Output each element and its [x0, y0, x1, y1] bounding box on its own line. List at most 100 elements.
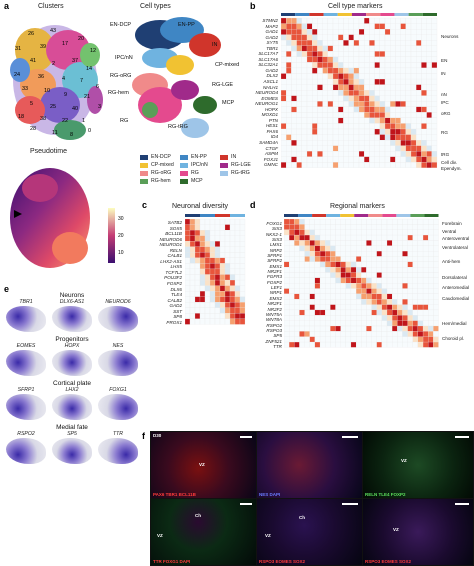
heatmap-cell [412, 256, 419, 262]
heatmap-cell [350, 277, 357, 284]
heatmap-cell [286, 139, 292, 146]
heatmap-cell [358, 117, 365, 124]
heatmap-cell [306, 84, 313, 91]
heatmap-cell [199, 235, 206, 242]
heatmap-cell [376, 272, 382, 278]
heatmap-cell [319, 336, 326, 343]
heatmap-cell [322, 23, 328, 30]
heatmap-cell [338, 128, 344, 135]
heatmap-cell [355, 277, 362, 284]
celltype-color-band [354, 214, 369, 217]
heatmap-cell [405, 23, 412, 30]
heatmap-cell [332, 151, 339, 157]
heatmap-cell [317, 67, 323, 74]
heatmap-cell [291, 51, 297, 57]
scale-bar [240, 503, 252, 505]
heatmap-cell [428, 272, 434, 278]
heatmap-cell [340, 288, 346, 295]
heatmap-cell [353, 139, 360, 146]
heatmap-cell [312, 106, 318, 113]
heatmap-cell [407, 240, 413, 246]
heatmap-cell [395, 29, 401, 35]
heatmap-cell [340, 256, 346, 262]
celltype-color-band [323, 13, 338, 16]
heatmap-cell [239, 291, 246, 297]
heatmap-cell [319, 267, 326, 273]
heatmap-cell [426, 117, 432, 124]
heatmap-cell [234, 268, 241, 275]
heatmap-cell [421, 117, 427, 124]
heatmap-cell [400, 145, 406, 152]
heatmap-cell [371, 267, 377, 273]
heatmap-cell [317, 73, 323, 80]
heatmap-cell [281, 73, 287, 80]
feature-gene-label: FOXG1 [109, 387, 127, 393]
heatmap-cell [301, 56, 308, 63]
feature-gene-label: TTR [112, 431, 124, 437]
heatmap-cell [289, 272, 295, 278]
legend-label: IN [231, 154, 237, 160]
heatmap-cell [384, 151, 391, 157]
heatmap-cell [204, 246, 211, 253]
heatmap-cell [312, 162, 318, 168]
heatmap-cell [322, 106, 328, 113]
heatmap-cell [286, 45, 292, 52]
heatmap-cell [286, 73, 292, 80]
heatmap-cell [309, 267, 316, 273]
cluster-label: 18 [18, 114, 24, 120]
feature-umap [98, 350, 138, 376]
legend-swatch [180, 178, 188, 184]
heatmap-cell [296, 78, 302, 85]
heatmap-cell [194, 224, 201, 231]
heatmap-cell [234, 291, 241, 297]
heatmap-cell [214, 318, 221, 325]
heatmap-cell [185, 246, 191, 253]
heatmap-cell [369, 151, 375, 157]
heatmap-cell [416, 56, 422, 63]
heatmap-cell [412, 315, 419, 321]
heatmap-cell [332, 45, 339, 52]
heatmap-cell [284, 240, 290, 246]
heatmap-cell [224, 313, 231, 319]
heatmap-cell [294, 277, 300, 284]
heatmap-cell [284, 229, 290, 236]
heatmap-cell [306, 51, 313, 57]
heatmap-cell [314, 331, 321, 337]
heatmap-cell [390, 151, 396, 157]
feature-plot: HOPX [50, 343, 94, 377]
heatmap-cell [314, 283, 321, 289]
heatmap-cell [291, 156, 297, 163]
category-label: Anteroventral [442, 236, 470, 241]
heatmap-cell [405, 17, 412, 24]
heatmap-cell [395, 51, 401, 57]
heatmap-cell [379, 117, 386, 124]
legend-label: RG-LGE [231, 162, 251, 168]
heatmap-cell [407, 299, 413, 305]
heatmap-cell [431, 17, 438, 24]
heatmap-cell [314, 245, 321, 252]
gene-label: SIX3 [272, 237, 282, 243]
heatmap-cell [299, 240, 305, 246]
celltype-color-band [408, 13, 423, 16]
heatmap-cell [224, 263, 231, 270]
heatmap-cell [350, 240, 357, 246]
heatmap-cell [335, 309, 341, 316]
heatmap-cell [317, 84, 323, 91]
heatmap-cell [338, 106, 344, 113]
heatmap-cell [199, 263, 206, 270]
heatmap-cell [296, 151, 302, 157]
heatmap-cell [384, 117, 391, 124]
heatmap-cell [304, 277, 310, 284]
heatmap-cell [348, 145, 354, 152]
heatmap-cell [239, 296, 246, 303]
heatmap-cell [358, 84, 365, 91]
gene-label: SFRP1 [267, 253, 282, 259]
heatmap-cell [384, 34, 391, 41]
heatmap-cell [284, 331, 290, 337]
heatmap-cell [400, 90, 406, 96]
heatmap-cell [348, 101, 354, 107]
heatmap-cell [296, 145, 302, 152]
heatmap-cell [366, 320, 372, 327]
heatmap-cell [325, 218, 331, 225]
heatmap-cell [407, 315, 413, 321]
